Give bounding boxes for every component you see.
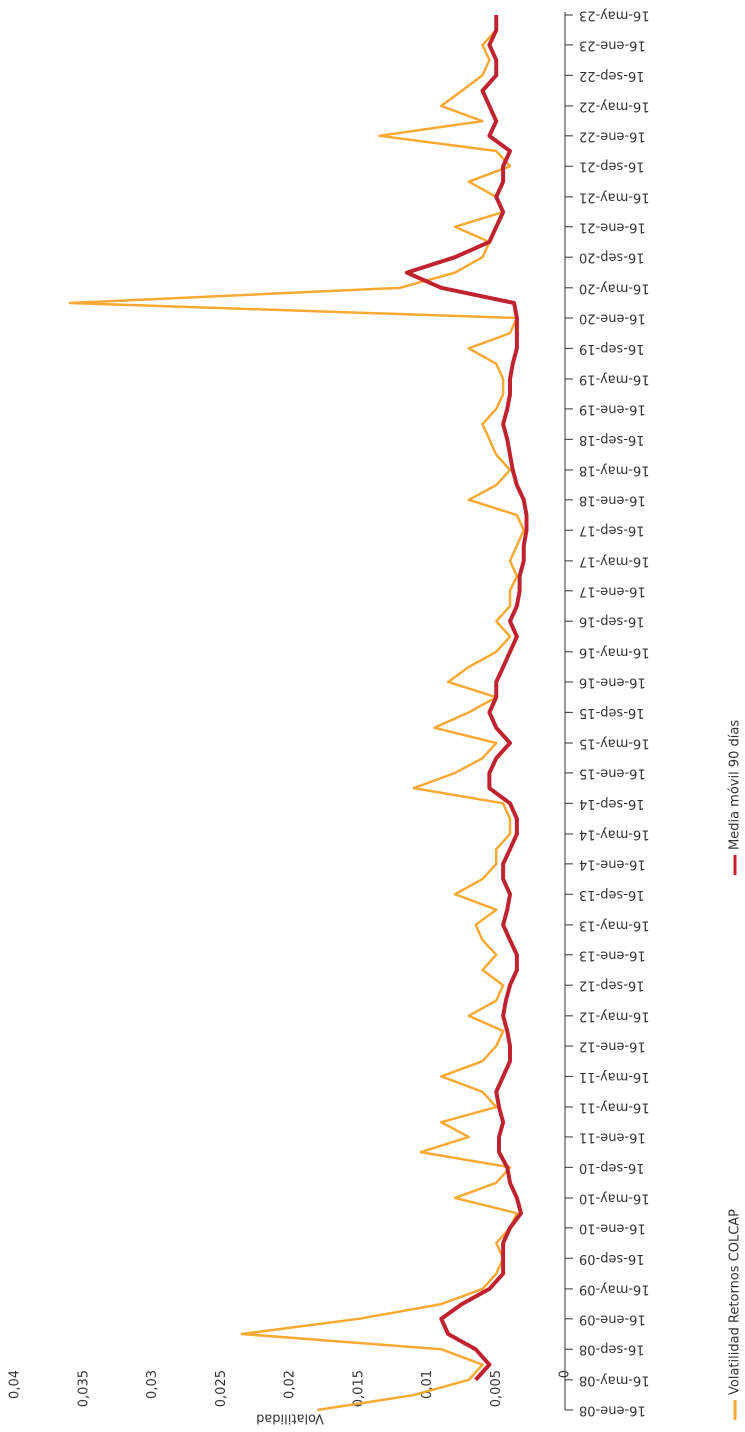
y-tick-label: 0,025 [214,1370,229,1407]
x-tick-label: 16-may-09 [579,1281,650,1296]
x-tick-label: 16-may-22 [579,98,650,113]
x-tick-label: 16-may-08 [579,1372,650,1387]
x-tick-label: 16-sep-20 [579,250,645,265]
x-tick-label: 16-ene-22 [579,128,646,143]
x-tick-label: 16-ene-20 [579,310,646,325]
x-tick-label: 16-sep-10 [579,1160,645,1175]
x-tick-label: 16-sep-12 [579,978,645,993]
rotated-plot: Volatilidad 00,0050,010,0150,020,0250,03… [8,8,743,1426]
x-tick-label: 16-sep-08 [579,1342,645,1357]
x-tick-label: 16-may-19 [579,372,650,387]
x-tick-label: 16-sep-22 [579,68,645,83]
y-tick-label: 0,04 [8,1370,23,1399]
x-tick-label: 16-sep-18 [579,432,645,447]
x-tick-label: 16-ene-08 [579,1403,646,1418]
x-tick-label: 16-may-18 [579,462,650,477]
y-tick-label: 0,01 [420,1370,435,1399]
x-tick-label: 16-may-21 [579,189,650,204]
x-tick-label: 16-may-16 [579,644,650,659]
y-tick-label: 0,03 [145,1370,160,1399]
x-tick-label: 16-may-13 [579,917,650,932]
x-tick-label: 16-ene-18 [579,492,646,507]
y-tick-label: 0,02 [283,1370,298,1399]
y-tick-label: 0,015 [351,1370,366,1407]
x-tick-label: 16-ene-10 [579,1220,646,1235]
x-tick-label: 16-may-15 [579,736,650,751]
x-tick-label: 16-sep-09 [579,1251,645,1266]
series-line [404,15,529,1382]
x-tick-label: 16-ene-16 [579,674,646,689]
y-tick-label: 0,035 [76,1370,91,1407]
x-tick-label: 16-may-11 [579,1100,650,1115]
x-tick-label: 16-sep-13 [579,887,645,902]
y-tick-label: 0,005 [489,1370,504,1407]
x-tick-label: 16-ene-15 [579,765,646,780]
x-tick-label: 16-may-20 [579,280,650,295]
x-tick-label: 16-sep-19 [579,341,645,356]
x-tick-label: 16-ene-19 [579,401,646,416]
x-tick-label: 16-sep-17 [579,523,645,538]
legend-label: Volatilidad Retornos COLCAP [728,1209,743,1395]
x-tick-label: 16-may-10 [579,1190,650,1205]
legend-label: Media móvil 90 días [728,720,743,850]
x-tick-label: 16-may-23 [579,8,650,23]
x-tick-label: 16-sep-15 [579,705,645,720]
x-tick-label: 16-ene-12 [579,1038,646,1053]
x-tick-label: 16-sep-21 [579,159,645,174]
x-tick-label: 16-ene-14 [579,856,646,871]
x-tick-label: 16-ene-17 [579,583,646,598]
series-line [68,15,525,1412]
x-tick-label: 16-may-11 [579,1069,650,1084]
x-tick-label: 16-may-17 [579,553,650,568]
x-tick-label: 16-sep-16 [579,614,645,629]
x-tick-label: 16-ene-21 [579,219,646,234]
x-tick-label: 16-ene-23 [579,37,646,52]
y-axis-title: Volatilidad [256,1411,324,1426]
x-tick-label: 16-ene-09 [579,1311,646,1326]
x-tick-label: 16-ene-13 [579,947,646,962]
x-tick-label: 16-may-14 [579,826,650,841]
x-tick-label: 16-ene-11 [579,1129,646,1144]
x-tick-label: 16-may-12 [579,1008,650,1023]
x-tick-label: 16-sep-14 [579,796,645,811]
